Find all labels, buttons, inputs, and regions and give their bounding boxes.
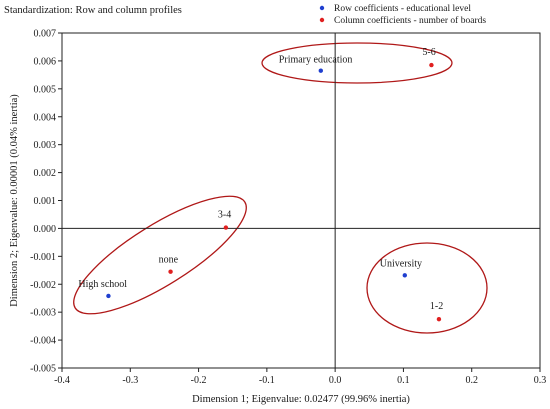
y-tick-label: -0.004 (30, 336, 56, 347)
y-tick-label: 0.000 (34, 224, 57, 235)
point-primary-education (318, 68, 324, 73)
cluster-ellipses (73, 42, 488, 334)
y-tick-label: 0.007 (34, 29, 57, 40)
ellipse-high-school-cluster (73, 195, 247, 315)
point-label-primary-education: Primary education (279, 55, 353, 66)
standardization-note: Standardization: Row and column profiles (4, 5, 182, 16)
y-tick-label: 0.005 (34, 84, 57, 95)
y-tick-label: 0.006 (34, 56, 57, 67)
point-3-4 (223, 225, 229, 230)
x-tick-label: 0.1 (397, 375, 410, 386)
y-tick-label: 0.003 (34, 140, 57, 151)
y-tick-label: -0.005 (30, 364, 56, 375)
x-tick-label: -0.4 (54, 375, 70, 386)
point-label-high-school: High school (78, 279, 127, 290)
y-tick-label: -0.002 (30, 280, 56, 291)
ellipse-primary-education-cluster (261, 42, 453, 84)
ellipse-university-cluster (366, 242, 488, 334)
x-tick-label: 0.0 (329, 375, 342, 386)
data-points: Primary education High school University 5-… (78, 47, 443, 322)
point-high-school (106, 293, 111, 299)
y-axis-title: Dimension 2; Eigenvalue: 0.00001 (0.04% … (9, 94, 20, 307)
x-axis-ticks: -0.4 -0.3 -0.2 -0.1 0.0 0.1 0.2 0.3 (54, 368, 546, 386)
plot-frame (61, 32, 541, 369)
y-axis-ticks: -0.005 -0.004 -0.003 -0.002 -0.001 0.000 0.001… (30, 29, 62, 375)
point-label-1-2: 1-2 (430, 301, 443, 312)
x-tick-label: -0.3 (122, 375, 138, 386)
x-axis-title: Dimension 1; Eigenvalue: 0.02477 (99.96%… (192, 394, 410, 405)
point-5-6 (429, 62, 434, 68)
y-tick-label: 0.004 (34, 112, 57, 123)
point-label-5-6: 5-6 (422, 47, 435, 58)
y-tick-label: 0.002 (34, 168, 57, 179)
x-tick-label: -0.1 (259, 375, 275, 386)
legend-marker-1 (319, 17, 325, 23)
point-label-none: none (159, 255, 179, 266)
legend-label-1: Column coefficients - number of boards (334, 15, 486, 26)
x-tick-label: 0.3 (534, 375, 547, 386)
point-none (168, 269, 173, 274)
x-tick-label: 0.2 (465, 375, 478, 386)
reference-lines (62, 33, 540, 368)
point-label-university: University (380, 258, 422, 269)
point-university (402, 273, 407, 278)
point-label-3-4: 3-4 (218, 210, 231, 221)
y-tick-label: -0.001 (30, 252, 56, 263)
legend: Row coefficients - educational levelColu… (319, 3, 486, 26)
x-tick-label: -0.2 (191, 375, 207, 386)
y-tick-label: -0.003 (30, 308, 56, 319)
point-1-2 (436, 316, 442, 322)
legend-label-0: Row coefficients - educational level (334, 3, 471, 14)
legend-marker-0 (319, 5, 325, 11)
y-tick-label: 0.001 (34, 196, 57, 207)
